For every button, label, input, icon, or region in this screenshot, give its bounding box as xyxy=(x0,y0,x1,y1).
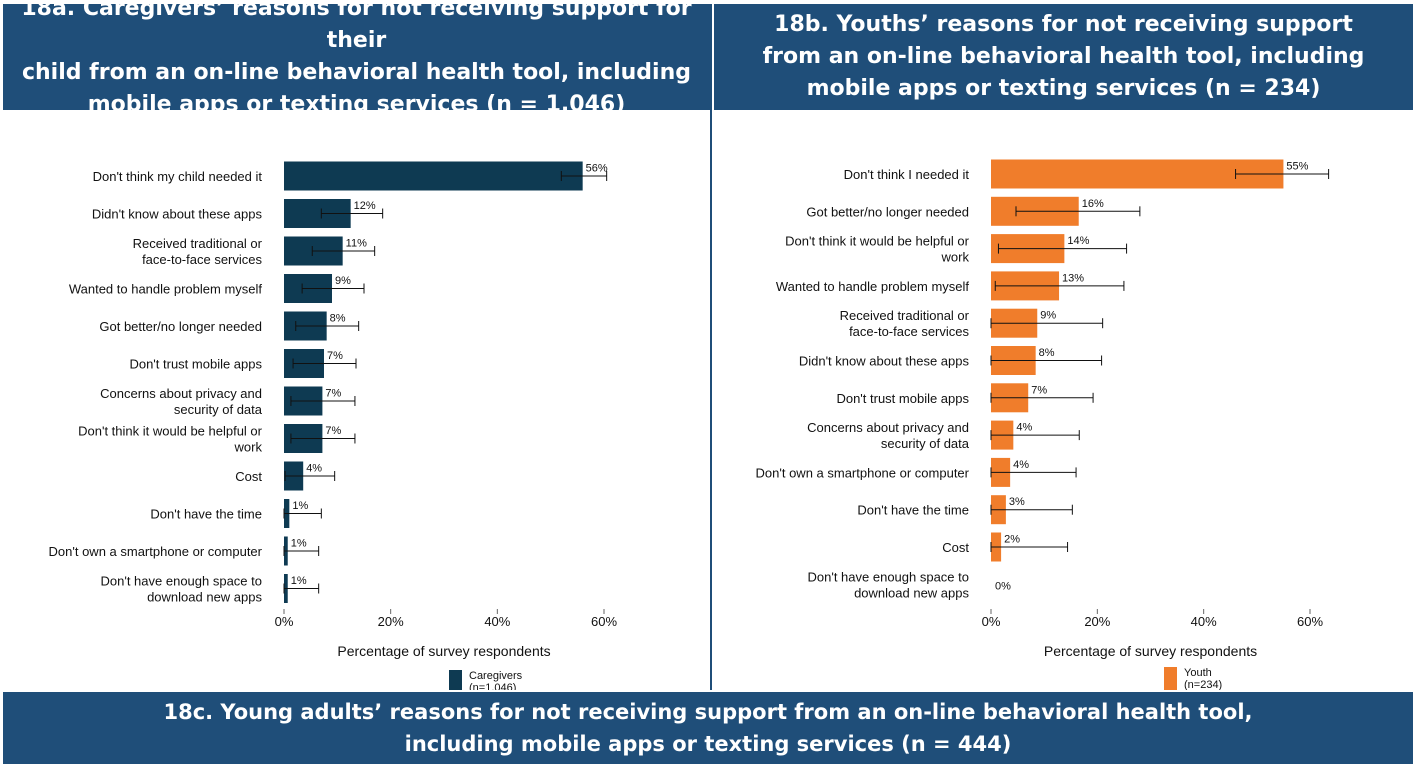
category-label: work xyxy=(234,440,263,455)
category-label: Don't think it would be helpful or xyxy=(78,424,263,439)
category-label: Didn't know about these apps xyxy=(799,354,970,369)
title-line: mobile apps or texting services (n = 234… xyxy=(806,76,1321,101)
value-label: 14% xyxy=(1067,235,1089,247)
category-label: download new apps xyxy=(854,585,969,600)
legend-label: (n=234) xyxy=(1184,679,1222,690)
category-label: Don't own a smartphone or computer xyxy=(756,465,970,480)
category-label: Don't own a smartphone or computer xyxy=(49,544,263,559)
title-line: child from an on-line behavioral health … xyxy=(21,60,692,85)
value-label: 2% xyxy=(1004,534,1020,546)
category-label: face-to-face services xyxy=(142,252,262,267)
value-label: 55% xyxy=(1286,161,1308,173)
category-label: download new apps xyxy=(147,590,262,605)
x-tick-label: 0% xyxy=(275,614,294,629)
category-label: Concerns about privacy and xyxy=(100,386,262,401)
title-line: including mobile apps or texting service… xyxy=(404,732,1012,756)
x-tick-label: 40% xyxy=(484,614,510,629)
category-label: Cost xyxy=(942,540,969,555)
value-label: 11% xyxy=(346,238,367,250)
value-label: 8% xyxy=(1039,347,1055,359)
category-label: Don't have the time xyxy=(150,507,262,522)
value-label: 16% xyxy=(1082,198,1104,210)
bar xyxy=(284,161,583,191)
category-label: Received traditional or xyxy=(133,236,263,251)
category-label: Don't trust mobile apps xyxy=(836,391,969,406)
young-adults-chart-title: 18c. Young adults’ reasons for not recei… xyxy=(3,692,1413,764)
value-label: 4% xyxy=(306,463,322,475)
category-label: Don't think I needed it xyxy=(844,167,970,182)
category-label: Concerns about privacy and xyxy=(807,420,969,435)
youth-panel: 18b. Youths’ reasons for not receiving s… xyxy=(714,4,1413,690)
x-tick-label: 20% xyxy=(1084,614,1110,629)
value-label: 7% xyxy=(1031,384,1047,396)
category-label: Don't have enough space to xyxy=(808,569,970,584)
x-tick-label: 20% xyxy=(378,614,404,629)
title-line: from an on-line behavioral health tool, … xyxy=(762,44,1365,69)
legend-label: Caregivers xyxy=(469,670,523,682)
x-axis-label: Percentage of survey respondents xyxy=(337,643,550,659)
value-label: 0% xyxy=(995,580,1011,592)
category-label: Don't have enough space to xyxy=(101,574,263,589)
category-label: Didn't know about these apps xyxy=(92,207,263,222)
category-label: face-to-face services xyxy=(849,324,969,339)
category-label: Got better/no longer needed xyxy=(806,204,969,219)
category-label: Don't think my child needed it xyxy=(93,169,263,184)
caregivers-panel: 18a. Caregivers’ reasons for not receivi… xyxy=(3,0,712,690)
x-axis-label: Percentage of survey respondents xyxy=(1044,643,1257,659)
category-label: Don't think it would be helpful or xyxy=(785,234,970,249)
category-label: Got better/no longer needed xyxy=(99,319,262,334)
category-label: Don't trust mobile apps xyxy=(129,357,262,372)
x-tick-label: 40% xyxy=(1191,614,1217,629)
x-tick-label: 60% xyxy=(591,614,617,629)
legend-label: Youth xyxy=(1184,667,1212,679)
category-label: Cost xyxy=(235,469,262,484)
legend-label: (n=1,046) xyxy=(469,682,516,690)
value-label: 56% xyxy=(586,163,608,175)
category-label: security of data xyxy=(174,402,263,417)
title-line: 18a. Caregivers’ reasons for not receivi… xyxy=(21,0,692,53)
caregivers-bar-chart: Don't think my child needed it 56% Didn't … xyxy=(49,161,617,690)
category-label: work xyxy=(941,250,970,265)
value-label: 4% xyxy=(1013,459,1029,471)
x-tick-label: 0% xyxy=(982,614,1001,629)
category-label: Wanted to handle problem myself xyxy=(776,279,970,294)
value-label: 7% xyxy=(325,388,341,400)
value-label: 7% xyxy=(327,350,343,362)
legend-swatch xyxy=(1164,667,1177,690)
x-tick-label: 60% xyxy=(1297,614,1323,629)
value-label: 3% xyxy=(1009,496,1025,508)
value-label: 4% xyxy=(1016,422,1032,434)
value-label: 1% xyxy=(291,538,307,550)
value-label: 9% xyxy=(1040,310,1056,322)
bar xyxy=(991,159,1284,189)
value-label: 13% xyxy=(1062,272,1084,284)
caregivers-chart-title: 18a. Caregivers’ reasons for not receivi… xyxy=(3,0,710,117)
youth-bar-chart: Don't think I needed it 55% Got better/no … xyxy=(756,159,1330,690)
title-line: 18b. Youths’ reasons for not receiving s… xyxy=(774,12,1353,37)
category-label: Don't have the time xyxy=(857,503,969,518)
category-label: Wanted to handle problem myself xyxy=(69,282,263,297)
value-label: 7% xyxy=(325,425,341,437)
value-label: 8% xyxy=(330,313,346,325)
category-label: security of data xyxy=(881,436,970,451)
title-line: 18c. Young adults’ reasons for not recei… xyxy=(163,700,1253,724)
value-label: 9% xyxy=(335,275,351,287)
value-label: 1% xyxy=(292,500,308,512)
category-label: Received traditional or xyxy=(840,308,970,323)
value-label: 12% xyxy=(354,200,376,212)
youth-chart-title: 18b. Youths’ reasons for not receiving s… xyxy=(714,4,1413,110)
value-label: 1% xyxy=(291,575,307,587)
legend-swatch xyxy=(449,670,462,690)
title-line: mobile apps or texting services (n = 1,0… xyxy=(87,92,626,117)
